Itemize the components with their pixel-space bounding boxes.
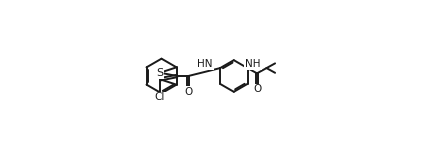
Text: S: S bbox=[156, 68, 163, 78]
Text: HN: HN bbox=[197, 59, 212, 69]
Text: NH: NH bbox=[245, 59, 260, 69]
Text: Cl: Cl bbox=[155, 92, 165, 102]
Text: O: O bbox=[184, 87, 192, 97]
Text: O: O bbox=[252, 84, 261, 94]
